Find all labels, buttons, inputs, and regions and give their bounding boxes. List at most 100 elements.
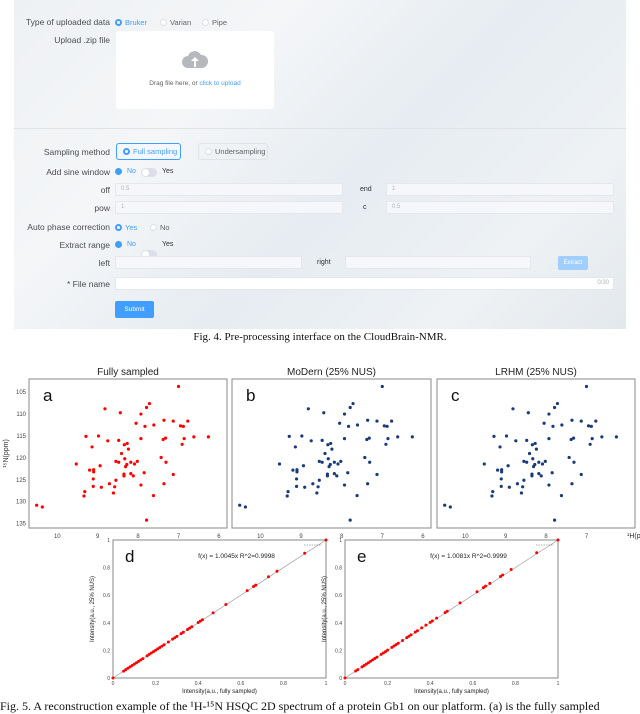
peak-point [386, 437, 390, 441]
x-tick-label: 0.8 [512, 681, 519, 687]
peak-point [355, 493, 359, 498]
submit-button[interactable]: Submit [115, 301, 154, 318]
peak-point [103, 407, 107, 411]
upload-dropzone[interactable]: Drag file here, or click to upload [116, 31, 274, 109]
help-icon[interactable] [115, 241, 122, 248]
help-icon[interactable] [115, 168, 122, 175]
peak-point [586, 424, 591, 428]
intensity-point [124, 668, 128, 672]
radio-bruker[interactable]: Bruker [115, 18, 147, 27]
peak-point [507, 485, 511, 489]
extract-button[interactable]: Extract [558, 256, 588, 270]
x-tick-label: 0.2 [384, 681, 391, 687]
intensity-point [173, 636, 177, 640]
peak-point [122, 443, 126, 447]
panel-a-letter: a [43, 386, 53, 405]
peak-point [543, 459, 547, 463]
peak-point [322, 411, 326, 415]
extract-yes-label: Yes [162, 241, 174, 248]
x-tick-label: 0.6 [237, 681, 244, 687]
intensity-point [375, 655, 379, 659]
x-tick-label: 7 [381, 534, 385, 540]
intensity-point [354, 669, 358, 673]
right-input[interactable] [345, 256, 531, 269]
phase-yes-radio[interactable]: Yes [115, 223, 137, 232]
y-tick-label: 0.2 [103, 648, 110, 654]
peak-point [346, 471, 350, 475]
peak-point [499, 484, 503, 488]
intensity-point [147, 652, 151, 656]
intensity-point [134, 661, 138, 665]
file-name-input[interactable]: 0/30 [115, 277, 614, 290]
peak-point [338, 421, 342, 425]
peak-point [286, 490, 290, 494]
peak-point [92, 468, 96, 472]
end-input[interactable]: 1 [386, 183, 614, 196]
peak-point [181, 424, 185, 428]
intensity-point [435, 616, 439, 620]
radio-varian[interactable]: Varian [160, 18, 191, 27]
y-tick-label: 0.6 [335, 593, 342, 599]
peak-point [522, 478, 526, 482]
peak-point [332, 460, 336, 464]
peak-point [74, 462, 78, 466]
left-label: left [98, 258, 110, 268]
peak-point [367, 436, 371, 440]
x-tick-label: 7 [177, 534, 181, 540]
radio-pipe[interactable]: Pipe [202, 18, 227, 27]
peak-point [139, 483, 143, 487]
off-input[interactable]: 0.5 [115, 183, 343, 196]
intensity-point [379, 652, 383, 656]
peak-point [342, 483, 347, 487]
right-label: right [317, 259, 331, 266]
click-to-upload-link[interactable]: click to upload [199, 80, 241, 87]
sine-window-switch[interactable] [141, 168, 157, 177]
peak-point [295, 470, 299, 474]
x-tick-label: 0 [112, 681, 115, 687]
peak-point [552, 518, 557, 522]
intensity-point [509, 567, 513, 571]
intensity-point [364, 662, 368, 666]
phase-no-radio[interactable]: No [150, 223, 170, 232]
intensity-point [141, 657, 145, 661]
y-tick-label: 0 [107, 676, 110, 682]
peak-point [339, 459, 343, 463]
peak-point [291, 468, 295, 472]
peak-point [176, 384, 181, 389]
panel-a-frame [28, 378, 228, 529]
intensity-point [445, 609, 449, 613]
pow-input[interactable]: 1 [115, 201, 343, 214]
left-input[interactable] [115, 256, 302, 269]
peak-point [537, 472, 541, 476]
x-tick-label: 8 [544, 534, 548, 540]
peak-point [375, 419, 379, 423]
peak-point [82, 494, 86, 498]
undersampling-option[interactable]: Undersampling [198, 143, 268, 160]
c-input[interactable]: 0.5 [386, 201, 614, 214]
peak-point [492, 434, 496, 439]
peak-point [589, 424, 593, 428]
intensity-point [366, 661, 370, 665]
y-tick-label: 110 [16, 412, 26, 418]
intensity-point [498, 574, 502, 578]
panel-b-frame [231, 378, 432, 529]
peak-point [107, 482, 112, 486]
fig5-caption: Fig. 5. A reconstruction example of the … [0, 699, 600, 713]
full-sampling-option[interactable]: Full sampling [116, 143, 181, 160]
peak-point [550, 471, 554, 475]
peak-point [521, 485, 525, 489]
x-tick-label: 0.8 [280, 681, 287, 687]
peak-point [594, 419, 598, 423]
peak-point [443, 503, 447, 507]
intensity-point [343, 676, 347, 680]
extract-range-switch[interactable] [141, 250, 157, 259]
intensity-point [186, 627, 190, 631]
peak-point [139, 412, 143, 416]
peak-point [530, 443, 534, 447]
peak-point [129, 460, 133, 464]
y-axis-label: ¹⁵N(ppm) [3, 439, 10, 468]
y-tick-label: 135 [16, 522, 27, 528]
intensity-point [556, 538, 560, 542]
peak-point [123, 457, 127, 461]
